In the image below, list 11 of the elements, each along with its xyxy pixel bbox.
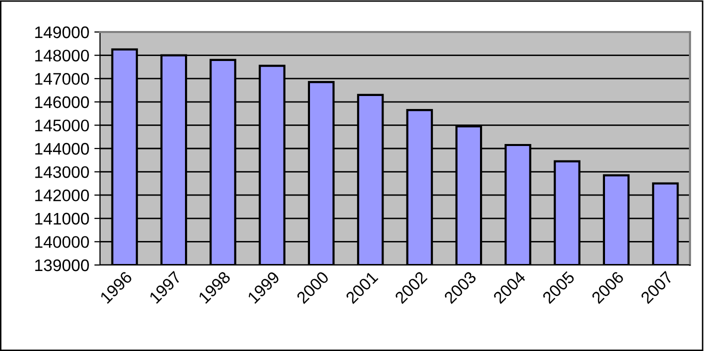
y-tick-label: 147000 — [35, 73, 89, 85]
y-tick-label: 146000 — [35, 96, 89, 108]
y-tick-label: 140000 — [35, 236, 89, 248]
y-tick-label: 144000 — [35, 142, 89, 155]
y-tick-label: 148000 — [35, 50, 89, 62]
y-tick-label: 141000 — [35, 212, 89, 225]
y-tick-label: 139000 — [35, 259, 89, 272]
y-tick-label: 142000 — [35, 190, 89, 202]
y-tick-label: 143000 — [35, 166, 89, 178]
y-tick-label: 149000 — [35, 26, 89, 38]
y-tick-label: 145000 — [35, 120, 89, 132]
